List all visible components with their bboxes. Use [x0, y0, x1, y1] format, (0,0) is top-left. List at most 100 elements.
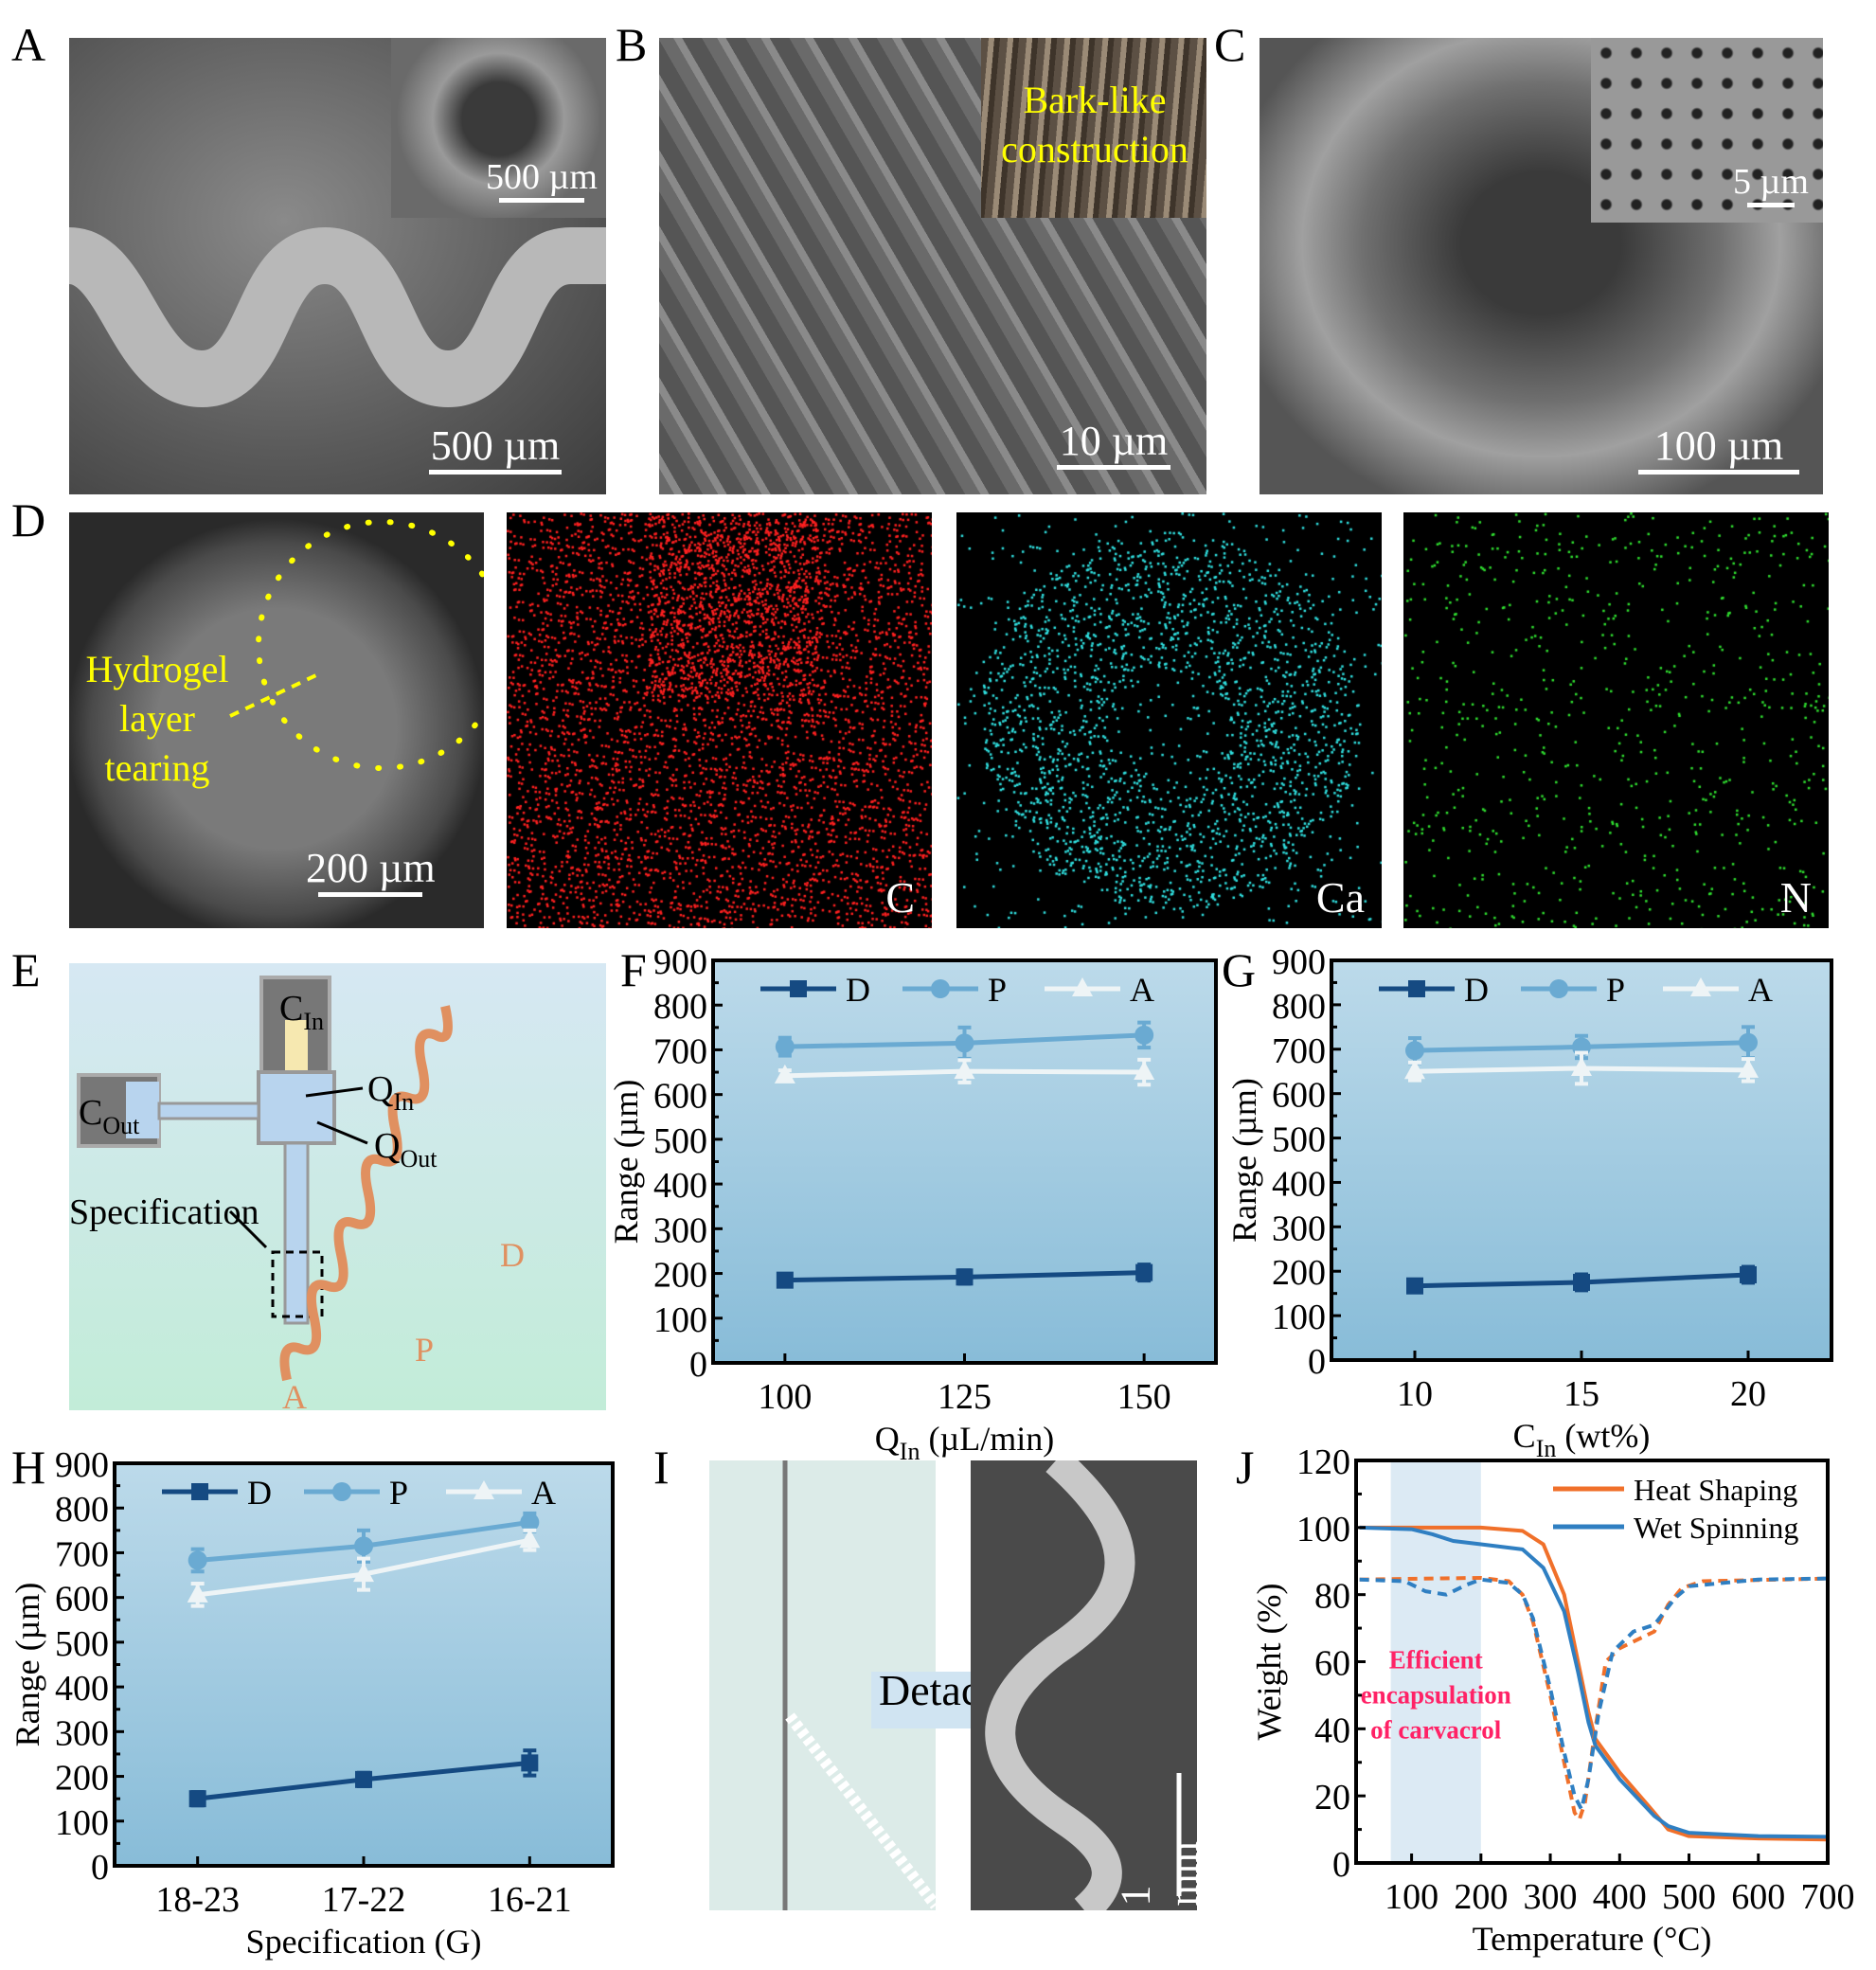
sem-image-helix: 500 µm 500 µm [69, 38, 606, 494]
x-tick-label: 18-23 [155, 1880, 240, 1920]
helix-shape [69, 226, 606, 408]
y-axis-label: Range (µm) [607, 1080, 645, 1245]
plot-area [1331, 960, 1831, 1360]
element-label: N [1779, 873, 1812, 922]
y-tick-label: 60 [1314, 1644, 1350, 1684]
sem-image-porous-cross-section: 5 µm 100 µm [1260, 38, 1823, 494]
x-axis-label: CIn (wt%) [1513, 1417, 1651, 1462]
y-tick-label: 300 [653, 1210, 707, 1250]
y-tick-label: 400 [1272, 1164, 1326, 1204]
data-point [774, 1064, 795, 1084]
y-tick-label: 500 [1272, 1120, 1326, 1160]
q-in-label: Q [367, 1069, 393, 1109]
spinning-device-schematic: CIn COut QIn QOut Specification D P A [69, 963, 606, 1410]
x-tick-label: 125 [938, 1377, 992, 1417]
c-in-label: C [279, 989, 303, 1029]
panel-label-g: G [1222, 943, 1257, 996]
panel-label-i: I [653, 1441, 670, 1494]
scale-bar: 10 µm [1057, 417, 1170, 470]
scale-bar: 500 µm [429, 421, 562, 475]
data-point [954, 1060, 975, 1080]
eds-map-nitrogen: N [1403, 512, 1829, 928]
inset-cross-section: 500 µm [391, 38, 606, 218]
fiber-photo [709, 1460, 936, 1910]
data-point [1405, 1041, 1424, 1061]
y-tick-label: 0 [1308, 1342, 1326, 1382]
x-tick-label: 600 [1731, 1877, 1785, 1917]
derivative-curve [1359, 1576, 1829, 1812]
annotation-text: encapsulation [1361, 1681, 1511, 1710]
specification-label: Specification [69, 1192, 259, 1232]
bark-photo-inset: Bark-like construction [981, 38, 1206, 218]
inset-scale-bar: 500 µm [486, 156, 598, 203]
panel-label-e: E [11, 943, 41, 996]
panel-label-f: F [620, 943, 647, 996]
plot-frame [711, 958, 1218, 1365]
x-tick-label: 10 [1397, 1374, 1433, 1414]
series-D: D [760, 971, 1153, 1289]
y-axis-label: Range (µm) [1225, 1078, 1263, 1243]
tga-curve [1359, 1525, 1829, 1839]
svg-text:COut: COut [79, 1093, 140, 1139]
data-point [775, 1037, 795, 1057]
y-tick-label: 700 [55, 1534, 109, 1574]
data-point [1404, 1060, 1425, 1080]
x-tick-label: 200 [1454, 1877, 1508, 1917]
y-tick-label: 600 [1272, 1076, 1326, 1116]
data-point [1573, 1273, 1590, 1291]
sem-image-torn-fiber: Hydrogel layer tearing 200 µm [69, 512, 484, 928]
helix-fiber [279, 1005, 453, 1382]
legend-marker [1072, 977, 1093, 996]
svg-text:QIn: QIn [367, 1069, 414, 1116]
legend-label: Heat Shaping [1634, 1473, 1797, 1507]
element-label: C [885, 873, 915, 922]
annotation-text: of carvacrol [1370, 1716, 1502, 1745]
eds-map-calcium: Ca [956, 512, 1382, 928]
data-point [1571, 1056, 1592, 1076]
a-label: A [282, 1378, 307, 1410]
data-point [188, 1790, 206, 1808]
x-tick-label: 16-21 [488, 1880, 572, 1920]
scale-bar: 200 µm [306, 844, 436, 897]
c-out-label: C [79, 1093, 102, 1133]
y-tick-label: 700 [653, 1031, 707, 1071]
x-tick-label: 17-22 [322, 1880, 406, 1920]
panel-label-d: D [11, 493, 46, 546]
y-tick-label: 900 [1272, 942, 1326, 982]
series-A: A [774, 971, 1155, 1087]
data-point [1406, 1277, 1423, 1295]
y-axis-label: Weight (%) [1250, 1583, 1288, 1740]
x-tick-label: 20 [1730, 1374, 1766, 1414]
y-tick-label: 100 [1296, 1510, 1350, 1549]
inset-scale-bar: 5 µm [1733, 161, 1809, 207]
svg-text:CIn: CIn [279, 989, 324, 1035]
data-point [355, 1770, 372, 1788]
plot-frame [113, 1461, 615, 1868]
y-tick-label: 0 [689, 1345, 707, 1385]
data-point [1134, 1061, 1155, 1081]
tear-outline [229, 519, 484, 771]
eds-map-carbon: C [507, 512, 932, 928]
legend-marker [1408, 980, 1425, 997]
y-tick-label: 80 [1314, 1577, 1350, 1617]
series-P: P [775, 971, 1154, 1061]
data-point [1738, 1058, 1759, 1078]
nozzle [283, 1141, 310, 1325]
data-point [1739, 1032, 1758, 1052]
x-axis-label: QIn (µL/min) [875, 1420, 1054, 1465]
y-tick-label: 500 [653, 1121, 707, 1161]
legend-marker [1549, 979, 1568, 998]
series-A: A [1404, 971, 1773, 1086]
data-point [187, 1583, 208, 1603]
legend-marker [931, 979, 950, 998]
data-point [1135, 1263, 1153, 1281]
data-point [955, 1033, 974, 1053]
annot-tearing: tearing [104, 746, 210, 789]
x-axis-label: Specification (G) [246, 1923, 482, 1961]
legend-marker [191, 1483, 208, 1500]
x-tick-label: 400 [1593, 1877, 1647, 1917]
x-tick-label: 15 [1563, 1374, 1599, 1414]
